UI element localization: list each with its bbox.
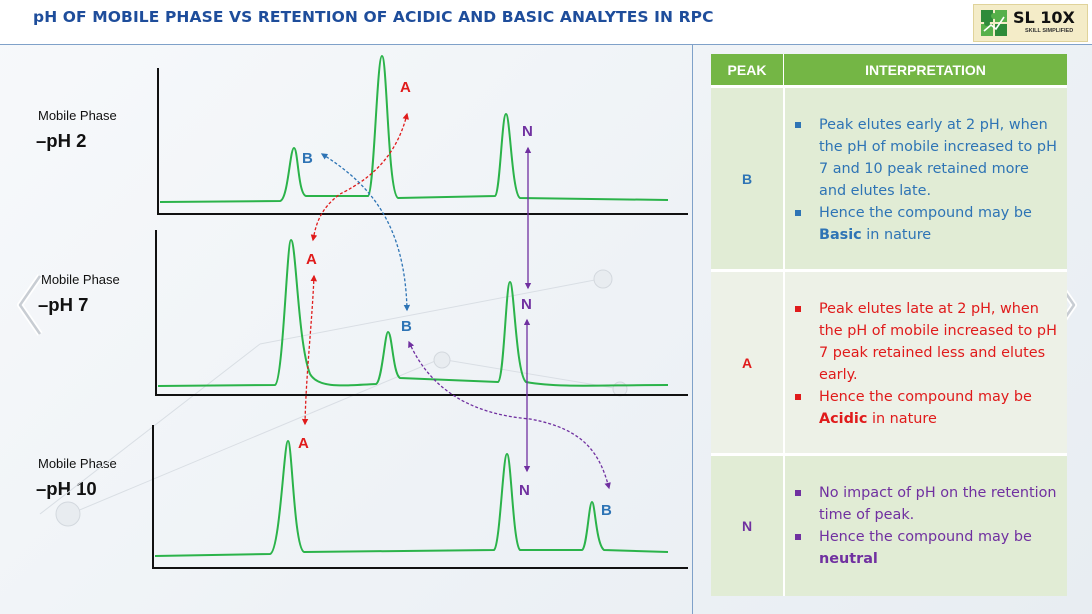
network-node (433, 351, 451, 369)
table-row: B Peak elutes early at 2 pH, when the pH… (711, 85, 1067, 269)
peak-label-b-ph10: B (601, 502, 612, 519)
arrow-a-ph2-ph7 (310, 112, 409, 242)
peak-cell: B (711, 88, 785, 269)
axis-ph7 (155, 230, 688, 396)
peak-cell: A (711, 272, 785, 453)
bullet-item: Hence the compound may be Basic in natur… (795, 202, 1059, 246)
bullet-item: Peak elutes late at 2 pH, when the pH of… (795, 298, 1059, 386)
phase-label-ph10: Mobile Phase (38, 456, 117, 471)
peak-label-b-ph2: B (302, 150, 313, 167)
bullet-item: Peak elutes early at 2 pH, when the pH o… (795, 114, 1059, 202)
table-header-row: PEAK INTERPRETATION (711, 54, 1067, 85)
network-node (612, 381, 628, 397)
axis-ph2 (157, 68, 688, 215)
peak-label-n-ph10: N (519, 482, 530, 499)
peak-label-a-ph10: A (298, 435, 309, 452)
peak-label-n-ph2: N (522, 123, 533, 140)
phase-value-ph10: –pH 10 (36, 478, 97, 499)
page-title: pH OF MOBILE PHASE VS RETENTION OF ACIDI… (33, 8, 714, 26)
peak-cell: N (711, 456, 785, 596)
peak-label-a-ph7: A (306, 251, 317, 268)
phase-value-ph7: –pH 7 (38, 294, 89, 315)
bullet-item: Hence the compound may be Acidic in natu… (795, 386, 1059, 430)
peak-label-b-ph7: B (401, 318, 412, 335)
background-network (39, 278, 621, 515)
chromatogram-diagram: Mobile Phase –pH 2 Mobile Phase –pH 7 Mo… (0, 44, 692, 614)
phase-value-ph2: –pH 2 (36, 130, 87, 151)
interpretation-cell: Peak elutes late at 2 pH, when the pH of… (785, 272, 1067, 453)
axes (152, 68, 688, 569)
peak-label-a-ph2: A (400, 79, 411, 96)
table-row: N No impact of pH on the retention time … (711, 453, 1067, 596)
interpretation-table: PEAK INTERPRETATION B Peak elutes early … (711, 54, 1067, 596)
brand-logo: SL 10X SKILL SIMPLIFIED (973, 4, 1088, 42)
trace-ph10 (154, 439, 669, 557)
interpretation-cell: Peak elutes early at 2 pH, when the pH o… (785, 88, 1067, 269)
bullet-item: No impact of pH on the retention time of… (795, 482, 1059, 526)
peak-label-n-ph7: N (521, 296, 532, 313)
logo-text: SL 10X (1013, 8, 1075, 27)
header-peak: PEAK (711, 54, 784, 85)
puzzle-logo-icon (981, 10, 1007, 36)
trace-ph2 (159, 54, 669, 203)
header-interpretation: INTERPRETATION (784, 54, 1067, 85)
phase-label-ph7: Mobile Phase (41, 272, 120, 287)
network-node (593, 269, 613, 289)
traces (154, 54, 669, 557)
axis-ph10 (152, 425, 688, 569)
table-row: A Peak elutes late at 2 pH, when the pH … (711, 269, 1067, 453)
logo-tagline: SKILL SIMPLIFIED (1025, 28, 1074, 34)
bullet-item: Hence the compound may be neutral (795, 526, 1059, 570)
interpretation-cell: No impact of pH on the retention time of… (785, 456, 1067, 596)
network-node (55, 501, 81, 527)
panel-divider (692, 44, 693, 614)
arrow-a-ph7-ph10 (301, 274, 318, 426)
chevron-left-icon[interactable] (14, 272, 44, 338)
arrow-b-ph2-ph7 (320, 153, 411, 312)
phase-label-ph2: Mobile Phase (38, 108, 117, 123)
header: pH OF MOBILE PHASE VS RETENTION OF ACIDI… (0, 0, 1092, 45)
chromatogram-plot: A B N A B N A N B (39, 54, 688, 569)
